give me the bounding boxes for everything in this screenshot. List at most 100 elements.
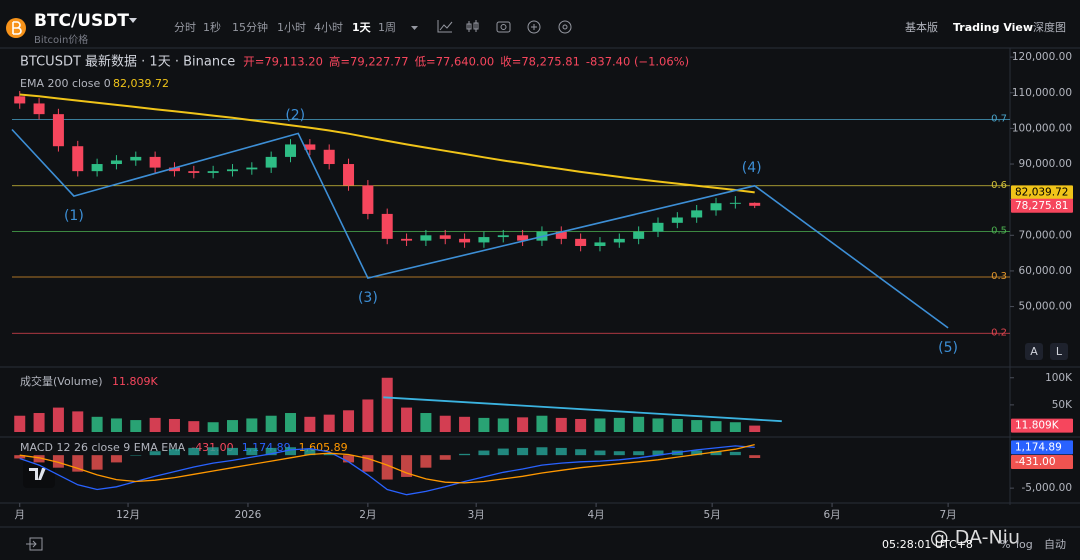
volume-bar xyxy=(517,417,529,432)
macd-histogram-bar xyxy=(72,455,84,472)
chart-type-icon[interactable] xyxy=(466,20,479,32)
macd-histogram-bar xyxy=(575,449,587,456)
volume-bar xyxy=(478,417,490,432)
macd-histogram-bar xyxy=(459,453,471,456)
wave-line xyxy=(11,128,949,329)
indicator-icon[interactable] xyxy=(437,20,453,33)
candle-body xyxy=(304,144,316,150)
macd-histogram-bar xyxy=(168,449,180,456)
interval-button[interactable]: 1周 xyxy=(378,21,396,34)
auto-button[interactable] xyxy=(1025,343,1043,360)
candle-body xyxy=(381,213,393,239)
macd-line xyxy=(19,445,755,496)
interval-button[interactable]: 15分钟 xyxy=(232,20,268,34)
candle-body xyxy=(691,210,703,218)
candle-body xyxy=(439,235,451,239)
y-tick-label: 100K xyxy=(1045,372,1073,384)
x-tick-label: 月 xyxy=(14,509,25,521)
view-tab[interactable]: 深度图 xyxy=(1033,20,1066,34)
macd-histogram-bar xyxy=(149,451,161,456)
interval-button[interactable]: 1秒 xyxy=(203,20,221,34)
ema-legend: EMA 200 close 0 xyxy=(20,77,111,90)
interval-button[interactable]: 1小时 xyxy=(277,21,306,34)
coin-glyph xyxy=(12,21,22,35)
macd-histogram-bar xyxy=(246,447,258,456)
macd-histogram-bar xyxy=(710,451,722,456)
percent-option[interactable]: % xyxy=(1000,538,1010,551)
ohlc-value: 收=78,275.81 xyxy=(500,55,580,69)
candle-body xyxy=(633,231,645,239)
candle-body xyxy=(517,235,529,241)
watermark: @ DA-Niu xyxy=(930,527,1020,549)
macd-histogram-bar xyxy=(362,455,374,472)
volume-bar xyxy=(304,416,316,432)
x-tick-label: 5月 xyxy=(704,509,721,521)
camera-lens xyxy=(500,24,507,30)
macd-histogram-bar xyxy=(536,447,548,456)
wave-label: (4) xyxy=(742,160,762,176)
volume-bar xyxy=(343,410,355,432)
auto-button-label[interactable]: A xyxy=(1030,345,1038,358)
close-badge xyxy=(1011,198,1073,213)
interval-caret[interactable] xyxy=(411,26,418,30)
log-option[interactable]: log xyxy=(1016,538,1033,551)
volume-bar xyxy=(459,416,471,432)
fib-label: 0.2 xyxy=(991,327,1007,338)
volume-bar xyxy=(168,418,180,432)
macd-legend: MACD 12 26 close 9 EMA EMA xyxy=(20,441,186,454)
view-tab[interactable]: 基本版 xyxy=(905,20,938,34)
volume-bar xyxy=(91,416,103,432)
macd-histogram-bar xyxy=(478,450,490,456)
settings-icon[interactable] xyxy=(558,20,572,34)
candle-body xyxy=(246,167,258,170)
ema-badge xyxy=(1011,185,1073,200)
macd-histogram-bar xyxy=(343,455,355,463)
ohlc-value: 开=79,113.20 xyxy=(243,55,323,69)
date-range-icon[interactable] xyxy=(26,537,43,551)
view-tab[interactable]: Trading View xyxy=(953,21,1033,34)
x-tick-label: 7月 xyxy=(940,509,957,521)
interval-button[interactable]: 分时 xyxy=(174,21,196,34)
candle-body xyxy=(420,235,432,241)
add-icon[interactable] xyxy=(527,20,541,34)
volume-bar xyxy=(110,418,122,432)
volume-bar xyxy=(33,413,45,432)
volume-bar xyxy=(497,418,509,432)
macd-histogram-bar xyxy=(594,450,606,456)
log-button[interactable] xyxy=(1050,343,1068,360)
candle-body xyxy=(168,167,180,172)
volume-bar xyxy=(285,413,297,432)
y-tick-label: 110,000.00 xyxy=(1012,87,1072,99)
tv-logo-mark xyxy=(29,468,46,480)
wave-label: (2) xyxy=(285,107,305,123)
candle-body xyxy=(149,156,161,168)
log-button-label[interactable]: L xyxy=(1056,345,1063,358)
macd-histogram-bar xyxy=(285,447,297,456)
camera-icon[interactable] xyxy=(496,21,511,33)
fib-label: 0.3 xyxy=(991,271,1007,282)
interval-button[interactable]: 1天 xyxy=(352,21,372,34)
fib-label: 0.5 xyxy=(991,225,1007,236)
wave-label: (1) xyxy=(64,208,84,224)
volume-bar xyxy=(130,420,142,432)
volume-bar xyxy=(246,418,258,432)
wave-label: (3) xyxy=(358,290,378,306)
candle-body xyxy=(401,238,413,241)
symbol[interactable]: BTC/USDT xyxy=(34,11,129,31)
candle-body xyxy=(343,164,355,186)
candle-body xyxy=(110,160,122,165)
y-tick-label: -5,000.00 xyxy=(1021,482,1072,494)
symbol-caret[interactable] xyxy=(129,18,137,23)
interval-button[interactable]: 4小时 xyxy=(314,21,343,34)
x-tick-label: 12月 xyxy=(116,509,140,521)
candle-body xyxy=(188,171,200,173)
ema-legend-value: 82,039.72 xyxy=(113,77,169,90)
close-badge-label: 78,275.81 xyxy=(1015,200,1068,212)
y-tick-label: 120,000.00 xyxy=(1012,51,1072,63)
auto-option[interactable]: 自动 xyxy=(1044,538,1066,551)
add-plus xyxy=(531,24,537,30)
symbol-subtitle: Bitcoin价格 xyxy=(34,33,88,46)
volume-bar xyxy=(671,418,683,432)
candle-body xyxy=(710,203,722,211)
